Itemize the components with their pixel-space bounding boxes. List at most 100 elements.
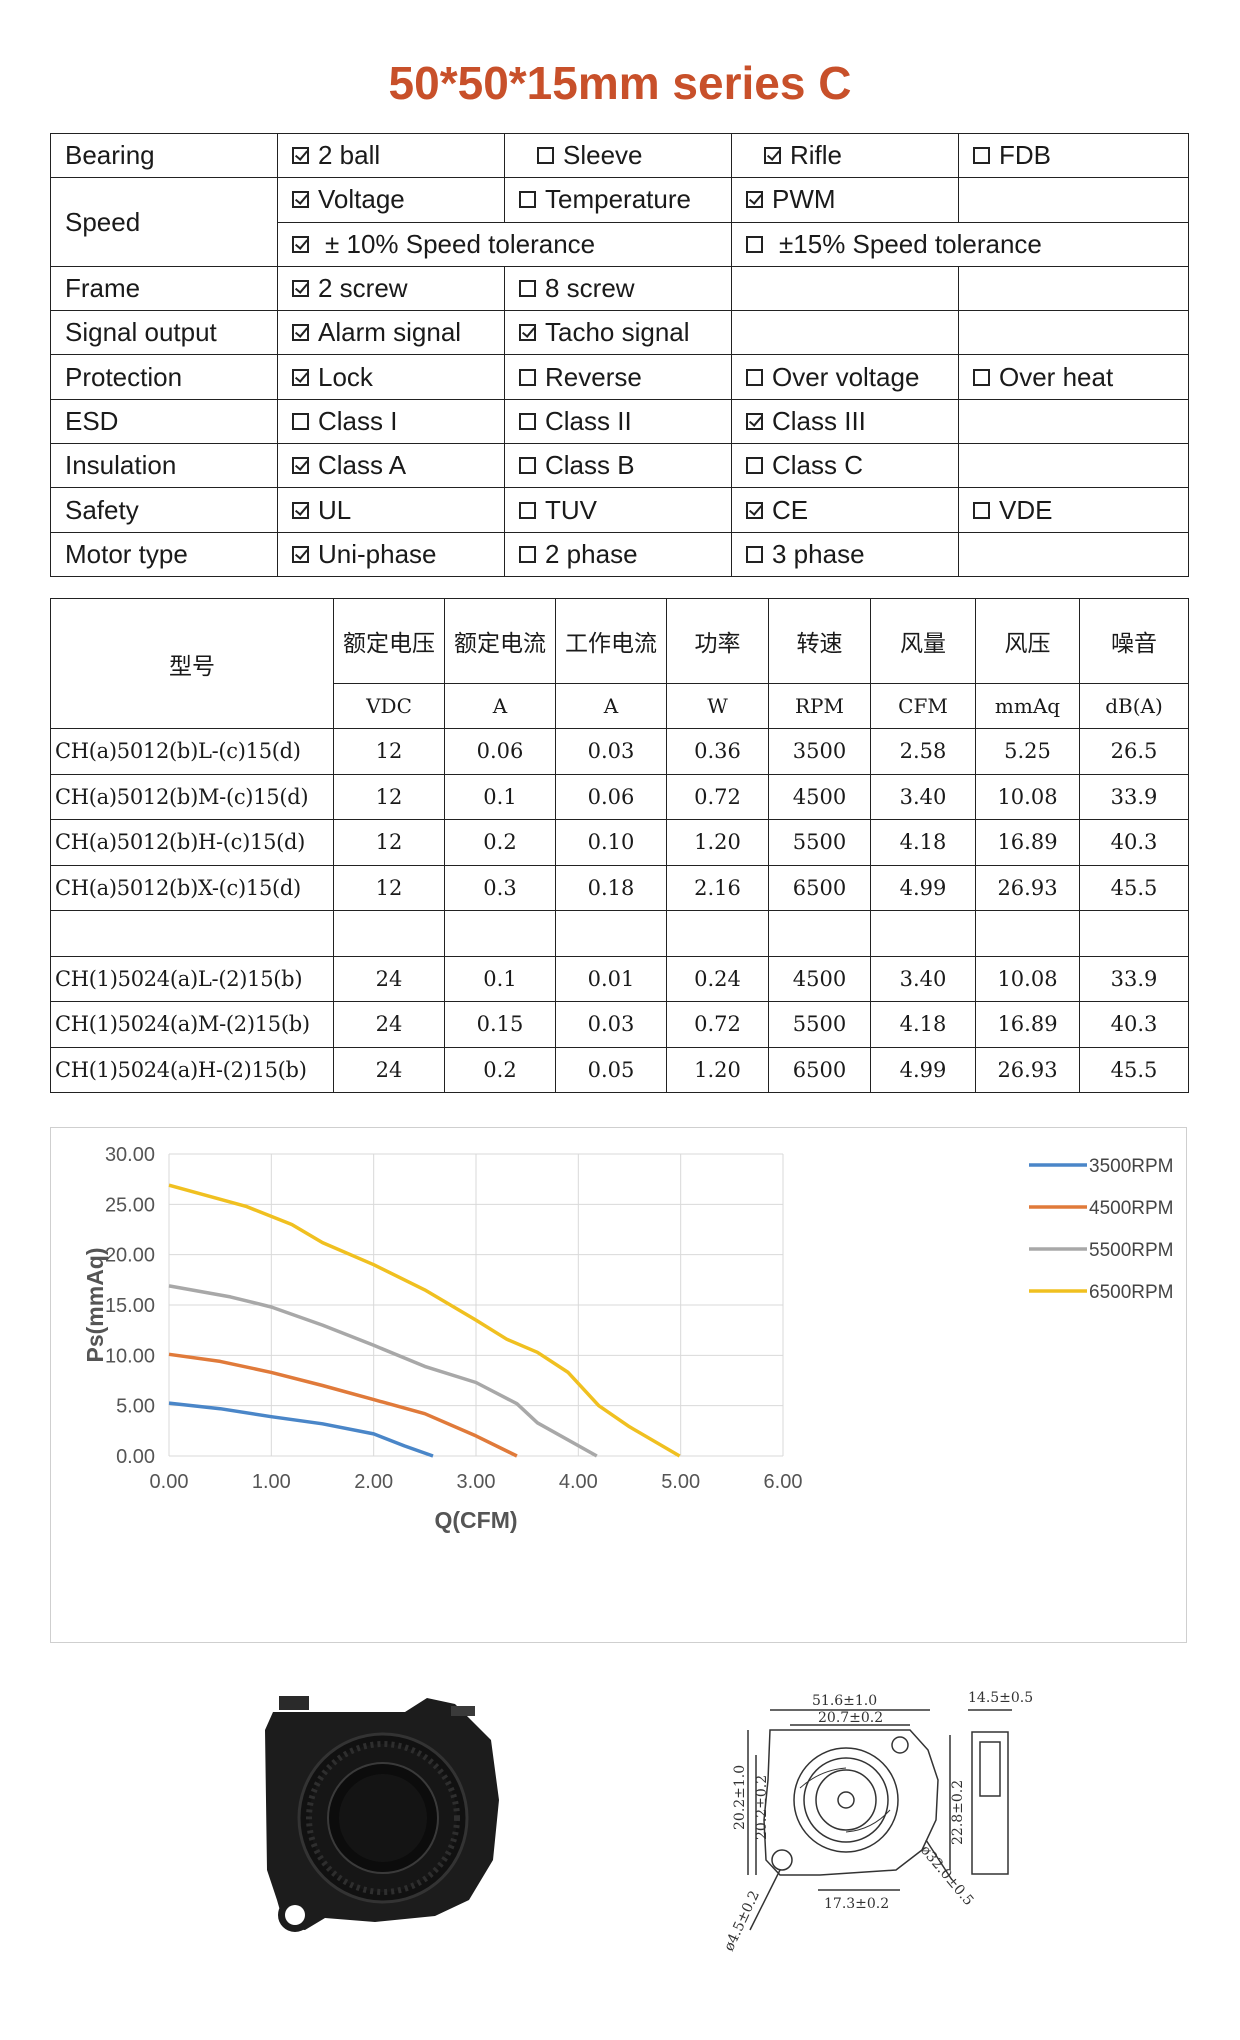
value-cell: 0.36 (666, 728, 769, 775)
row-label: Speed (50, 177, 278, 267)
checkbox-icon (292, 412, 309, 430)
option-uni-phase: Uni-phase (292, 539, 437, 570)
pq-chart: 0.00 1.00 2.00 3.00 4.00 5.00 6.00 0.00 5.00 10.0… (50, 1127, 1187, 1643)
option-3-phase: 3 phase (746, 539, 865, 570)
option-class-iii: Class III (746, 406, 866, 437)
checkbox-icon (519, 280, 536, 298)
legend-label: 6500RPM (1089, 1282, 1174, 1303)
option-over-heat: Over heat (973, 362, 1113, 393)
value-cell (768, 910, 871, 957)
checkbox-icon (746, 545, 763, 563)
value-cell: 0.06 (555, 773, 667, 820)
dim-hole: ø4.5±0.2 (721, 1888, 763, 1953)
value-cell: 24 (333, 955, 445, 1002)
value-cell: 16.89 (975, 819, 1080, 866)
value-cell: 12 (333, 773, 445, 820)
table-row: CH(1)5024(a)M-(2)15(b) 24 0.15 0.03 0.72 5500… (50, 1001, 1189, 1048)
checkbox-icon (746, 501, 763, 519)
features-table: Bearing 2 ball Sleeve Rifle FDB Speed Vo… (50, 132, 1189, 577)
row-label: Signal output (50, 310, 278, 356)
option-fdb: FDB (973, 140, 1051, 171)
value-cell: 0.03 (555, 1001, 667, 1048)
series-line-6500RPM (168, 1183, 681, 1458)
checkbox-icon (292, 235, 309, 253)
checkbox-icon (746, 235, 763, 253)
option-15pct-tolerance: ±15% Speed tolerance (746, 229, 1042, 260)
option-2-phase: 2 phase (519, 539, 638, 570)
row-label: Motor type (50, 531, 278, 577)
checkbox-icon (519, 412, 536, 430)
value-cell: 40.3 (1079, 1001, 1189, 1048)
value-cell (555, 910, 667, 957)
value-cell: 24 (333, 1046, 445, 1093)
option-sleeve: Sleeve (537, 140, 643, 171)
legend-label: 4500RPM (1089, 1198, 1174, 1219)
y-tick-label: 15.00 (105, 1295, 155, 1317)
row-motor-type: Motor type Uni-phase 2 phase 3 phase (50, 531, 1189, 577)
option-class-a: Class A (292, 450, 406, 481)
checkbox-icon (292, 545, 309, 563)
option-class-ii: Class II (519, 406, 632, 437)
y-tick-label: 30.00 (105, 1144, 155, 1166)
value-cell: 0.2 (444, 819, 556, 866)
x-tick-label: 3.00 (457, 1471, 496, 1493)
x-axis-label: Q(CFM) (434, 1507, 517, 1533)
value-cell: 0.3 (444, 864, 556, 911)
row-label: Insulation (50, 443, 278, 489)
option-alarm-signal: Alarm signal (292, 317, 461, 348)
legend-label: 5500RPM (1089, 1240, 1174, 1261)
checkbox-icon (746, 191, 763, 209)
value-cell: 26.93 (975, 1046, 1080, 1093)
value-cell: 3.40 (870, 773, 976, 820)
checkbox-icon (746, 412, 763, 430)
unit-cell: VDC (333, 683, 445, 729)
checkbox-icon (292, 280, 309, 298)
option-reverse: Reverse (519, 362, 642, 393)
model-cell (50, 910, 334, 957)
value-cell: 0.1 (444, 773, 556, 820)
option-tacho-signal: Tacho signal (519, 317, 690, 348)
value-cell (333, 910, 445, 957)
value-cell (1079, 910, 1189, 957)
table-row: CH(a)5012(b)X-(c)15(d) 12 0.3 0.18 2.16 6500 4… (50, 864, 1189, 911)
value-cell: 12 (333, 864, 445, 911)
value-cell: 26.93 (975, 864, 1080, 911)
series-line-5500RPM (168, 1284, 598, 1458)
header-cell: 风压 (975, 598, 1080, 684)
value-cell: 0.1 (444, 955, 556, 1002)
value-cell: 5500 (768, 819, 871, 866)
value-cell: 5.25 (975, 728, 1080, 775)
checkbox-icon (292, 368, 309, 386)
table-row-empty (50, 910, 1189, 957)
model-cell: CH(1)5024(a)L-(2)15(b) (50, 955, 334, 1002)
value-cell: 24 (333, 1001, 445, 1048)
row-label: Frame (50, 265, 278, 312)
model-cell: CH(1)5024(a)M-(2)15(b) (50, 1001, 334, 1048)
option-vde: VDE (973, 495, 1052, 526)
value-cell: 0.05 (555, 1046, 667, 1093)
pq-chart-svg: 0.00 1.00 2.00 3.00 4.00 5.00 6.00 0.00 5.00 10.0… (82, 1144, 1174, 1533)
dim-width: 51.6±1.0 (812, 1693, 877, 1709)
checkbox-icon (519, 324, 536, 342)
row-label: Protection (50, 354, 278, 400)
header-cell: 工作电流 (555, 598, 667, 684)
y-tick-label: 0.00 (116, 1446, 155, 1468)
row-label: Bearing (50, 132, 278, 179)
value-cell: 10.08 (975, 773, 1080, 820)
checkbox-icon (973, 368, 990, 386)
x-tick-label: 0.00 (150, 1471, 189, 1493)
value-cell (975, 910, 1080, 957)
option-voltage: Voltage (292, 184, 405, 215)
row-speed-tolerance: ± 10% Speed tolerance ±15% Speed toleran… (51, 221, 1189, 267)
x-tick-label: 2.00 (354, 1471, 393, 1493)
row-safety: Safety UL TUV CE VDE (50, 487, 1189, 533)
row-label: ESD (50, 398, 278, 445)
value-cell: 0.72 (666, 773, 769, 820)
unit-cell: W (666, 683, 769, 729)
dim-bottom: 17.3±0.2 (824, 1896, 889, 1912)
value-cell: 0.72 (666, 1001, 769, 1048)
value-cell: 6500 (768, 1046, 871, 1093)
value-cell: 0.18 (555, 864, 667, 911)
spec-units-row: VDC A A W RPM CFM mmAq dB(A) (51, 683, 1189, 729)
value-cell: 5500 (768, 1001, 871, 1048)
